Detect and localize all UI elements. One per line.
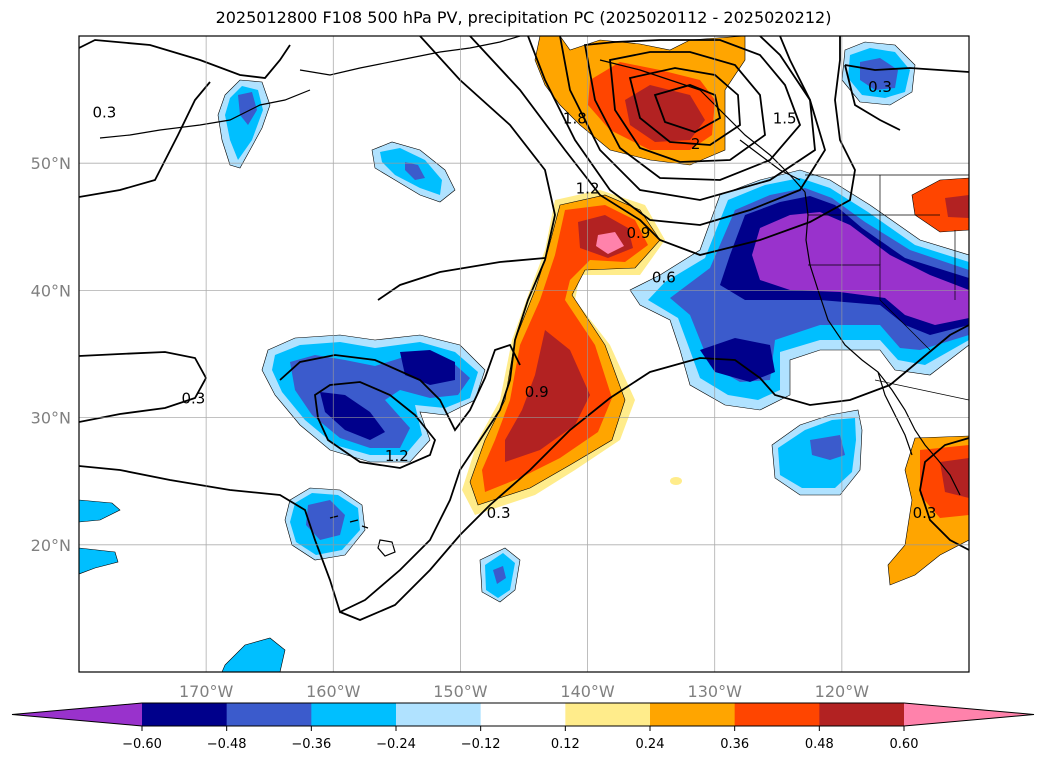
contour-label: 0.3 [868,78,892,96]
negative-anomaly-offshore-navy [700,338,775,382]
negative-anomaly-west-edge-2 [79,547,119,575]
pv-contour-1.2 [314,36,816,469]
negative-anomaly-hawaii-blue [306,500,345,540]
latitude-tick-label: 30°N [31,409,71,428]
map-frame [78,35,970,673]
contour-label: 0.3 [913,504,937,522]
bc-coast [739,139,801,181]
positive-anomaly-central-firebrick-south [505,330,590,462]
longitude-labels: 170°W 160°W 150°W 140°W 130°W 120°W [179,682,869,701]
contour-label: 1.2 [385,447,409,465]
idaho-border [879,175,956,300]
latitude-tick-label: 50°N [31,154,71,173]
pv-contours [79,36,969,621]
longitude-tick-label: 170°W [179,682,234,701]
longitude-tick-label: 150°W [433,682,488,701]
pv-contour-2.0 [628,67,741,146]
colorbar-segment [480,703,566,726]
colorbar-segment [819,703,905,726]
hawaii-island-1 [329,515,339,519]
pv-contour-1.5 [583,39,802,181]
hawaii-islands [329,515,396,557]
contour-label: 2 [691,135,701,153]
longitude-tick-label: 130°W [688,682,743,701]
latitude-tick-label: 20°N [31,536,71,555]
pv-contour-0.3-southeast [919,437,969,551]
hawaii-island-3 [361,525,369,529]
contour-label: 0.9 [525,383,549,401]
pv-contour-1.8 [609,51,766,163]
contour-label: 0.3 [181,390,205,408]
colorbar-tick-label: 0.48 [805,737,834,752]
pv-contour-0.3-west [79,351,208,423]
colorbar-tick-label: 0.24 [636,737,665,752]
pv-contour-0.3-northeast [844,64,969,131]
contour-labels: 0.3 0.3 0.3 0.3 0.3 0.6 0.9 0.9 1.2 1.2 1.5 1.8 2 [92,78,937,522]
longitude-tick-label: 160°W [306,682,361,701]
colorbar-tick-label: −0.12 [461,737,501,752]
contour-label: 0.3 [487,504,511,522]
colorbar-segment [226,703,312,726]
state-borders [805,174,969,401]
gridlines [79,36,969,672]
colorbar-tick-label: 0.36 [720,737,749,752]
negative-anomaly-west-edge [79,499,121,523]
negative-anomaly-bottom [221,637,286,672]
longitude-tick-label: 140°W [560,682,615,701]
us-west-coast [804,191,961,496]
latitude-labels: 50°N 40°N 30°N 20°N [31,154,71,555]
positive-anomaly-central-pink [596,232,624,254]
contour-label: 0.6 [652,269,676,287]
pv-contour-0.3-main [79,36,556,614]
pv-contour-0.9 [279,36,826,432]
contour-label: 0.3 [92,103,116,121]
colorbar-segment [142,703,228,726]
longitude-tick-label: 120°W [815,682,870,701]
colorbar-segment [734,703,820,726]
negative-anomaly-east-pacific-blue [810,435,845,460]
colorbar-tick-label: −0.36 [291,737,331,752]
colorbar-extend-low [12,703,142,726]
positive-anomaly-northeast-core [945,195,969,218]
precipitation-anomalies [79,36,969,672]
pv-contour-0.3-northwest [79,39,291,198]
colorbar-tick-label: −0.24 [376,737,416,752]
pv-contour-0.3-southern [339,324,969,621]
aleutian-islands [99,89,311,139]
negative-anomaly-aleutian-blue [238,92,257,125]
pv-contour-2.2 [653,84,722,133]
contour-label: 0.9 [626,224,650,242]
negative-anomaly-north-pacific-blue [405,162,425,180]
colorbar-tick-label: −0.60 [122,737,162,752]
positive-anomaly-small [670,477,682,485]
alaska-coastline [299,36,521,76]
colorbar-segment [311,703,397,726]
colorbar-segment [396,703,482,726]
hawaii-island-2 [349,519,359,523]
positive-anomaly-southeast-max [940,458,969,498]
colorbar-tick-label: 0.12 [551,737,580,752]
colorbar-segment [565,703,651,726]
colorbar-extend-high [904,703,1034,726]
colorbar: −0.60 −0.48 −0.36 −0.24 −0.12 0.12 0.24 0.36 0.4… [11,702,1035,752]
california-border [808,264,931,351]
negative-anomaly-south-small-blue [493,566,506,584]
colorbar-tick-label: −0.48 [207,737,247,752]
hawaii-island-4 [377,539,396,557]
figure-title: 2025012800 F108 500 hPa PV, precipitatio… [215,8,832,27]
contour-label: 1.5 [773,110,797,128]
negative-anomaly-northeast-canada-blue [860,58,898,90]
latitude-tick-label: 40°N [31,281,71,300]
colorbar-segment [650,703,736,726]
mexico-border [874,379,969,401]
contour-label: 1.8 [563,110,587,128]
contour-label: 1.2 [576,180,600,198]
colorbar-tick-label: 0.60 [890,737,919,752]
map-area: 0.3 0.3 0.3 0.3 0.3 0.6 0.9 0.9 1.2 1.2 1.5 1.8 2 [79,36,969,672]
